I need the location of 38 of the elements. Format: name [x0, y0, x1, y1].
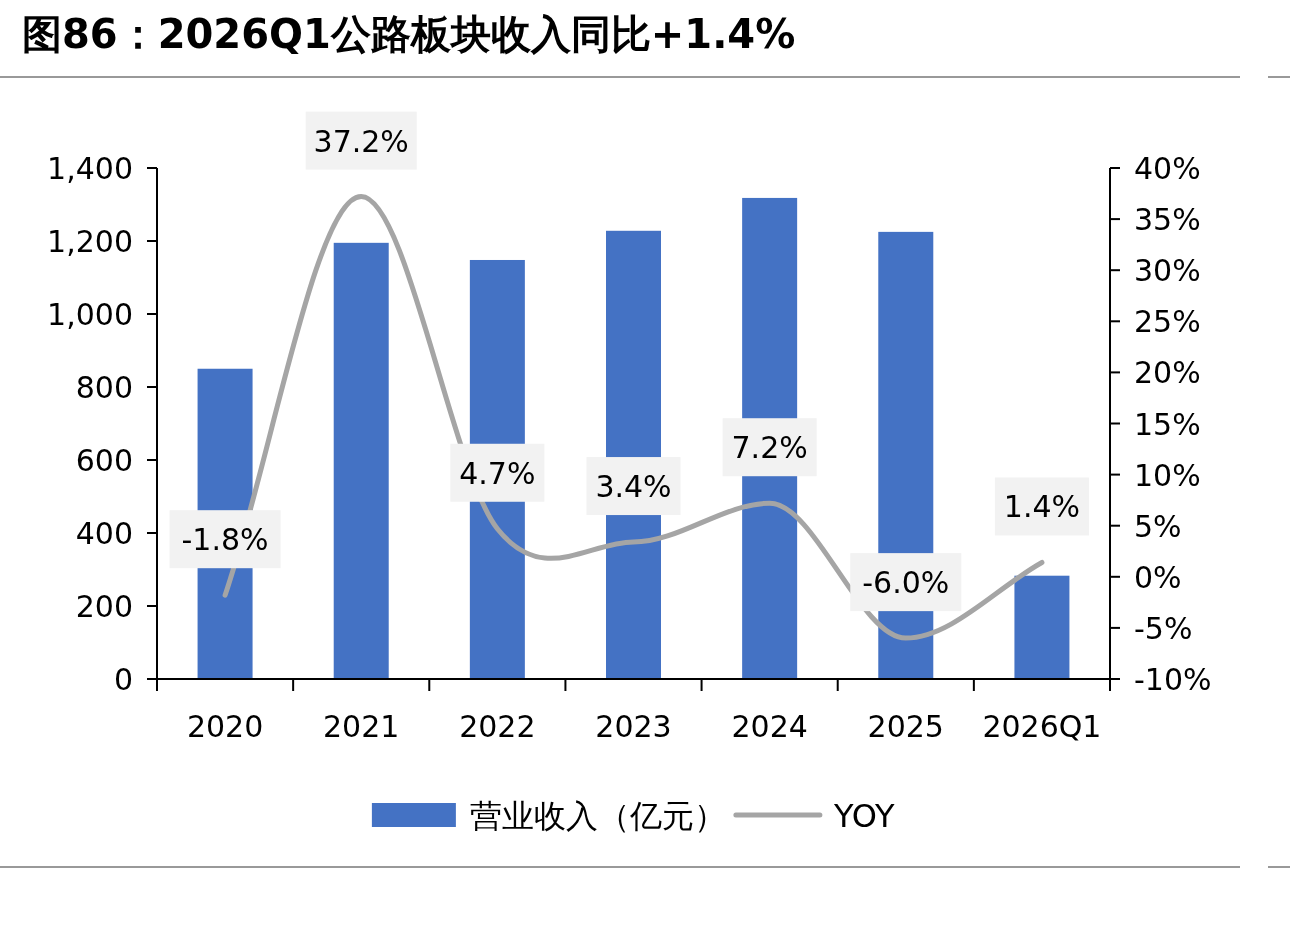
- y2-tick-label: 0%: [1134, 559, 1182, 595]
- legend-label: 营业收入（亿元）: [469, 797, 726, 835]
- data-label: 37.2%: [313, 123, 409, 159]
- data-label: 3.4%: [595, 469, 672, 505]
- y2-tick-label: -10%: [1134, 662, 1212, 697]
- y2-tick-label: 20%: [1134, 355, 1201, 391]
- data-label: 1.4%: [1003, 489, 1081, 525]
- x-tick-label: 2024: [731, 709, 808, 744]
- y-tick-label: 1,000: [47, 297, 133, 332]
- x-tick-label: 2025: [867, 709, 944, 744]
- x-tick-label: 2022: [459, 709, 536, 744]
- y2-tick-label: 30%: [1134, 253, 1201, 289]
- y-tick-label: 1,200: [47, 224, 133, 259]
- data-label: -6.0%: [862, 565, 950, 601]
- y-tick-label: 0: [113, 662, 133, 697]
- y-tick-label: 1,400: [47, 151, 133, 186]
- y2-tick-label: 10%: [1134, 457, 1201, 493]
- data-label: -1.8%: [181, 522, 269, 558]
- x-tick-label: 2020: [186, 709, 264, 744]
- legend-label: YOY: [832, 797, 896, 835]
- y2-tick-label: -5%: [1134, 610, 1193, 646]
- y-tick-label: 400: [75, 516, 133, 551]
- y2-tick-label: 35%: [1134, 202, 1201, 238]
- y2-tick-label: 15%: [1134, 406, 1201, 442]
- y2-tick-label: 5%: [1134, 508, 1182, 544]
- x-tick-label: 2021: [323, 709, 400, 744]
- y-tick-label: 600: [75, 443, 133, 478]
- y2-tick-label: 40%: [1134, 151, 1201, 186]
- y-tick-label: 800: [75, 370, 133, 405]
- data-label: 7.2%: [731, 430, 808, 466]
- bar: [1014, 575, 1070, 679]
- data-label: 4.7%: [459, 455, 536, 491]
- x-tick-label: 2026Q1: [982, 709, 1102, 744]
- x-tick-label: 2023: [595, 709, 672, 744]
- y2-tick-label: 25%: [1134, 304, 1201, 340]
- bar: [333, 242, 389, 679]
- chart-title: 图86：2026Q1公路板块收入同比+1.4%: [22, 11, 796, 57]
- y-tick-label: 200: [75, 589, 133, 624]
